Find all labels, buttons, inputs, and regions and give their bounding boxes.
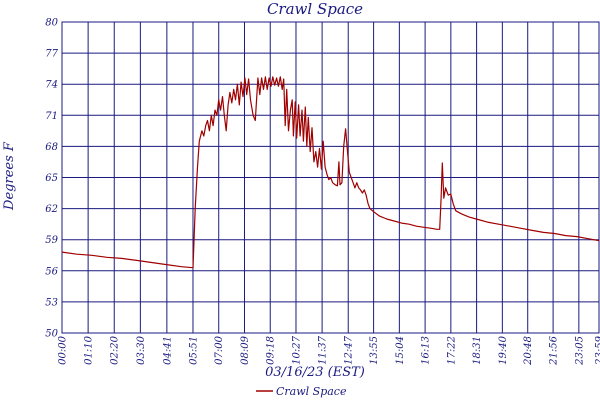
y-axis-label: Degrees F [2,141,17,211]
legend: Crawl Space [256,385,347,398]
x-tick-label: 12:47 [344,335,355,364]
x-tick-label: 03:30 [136,335,147,364]
series-line-1 [61,76,600,269]
y-tick-label: 68 [45,142,58,153]
y-tick-label: 56 [45,266,58,277]
gridlines [61,21,600,334]
x-tick-label: 21:56 [549,335,560,365]
x-tick-label: 18:31 [472,336,483,365]
y-tick-label: 50 [45,329,58,340]
y-axis-ticks: 50 53 56 59 62 65 68 71 74 77 80 [45,18,58,340]
x-axis-ticks: 00:00 01:10 02:20 03:30 04:41 05:51 07:00 08:09… [58,335,600,365]
x-tick-label: 17:22 [446,336,457,365]
x-tick-label: 02:20 [110,335,121,364]
x-tick-label: 11:37 [318,335,329,364]
x-tick-label: 19:40 [498,335,509,364]
y-tick-label: 77 [45,49,58,60]
x-tick-label: 20:48 [523,336,534,366]
x-tick-label: 05:51 [188,336,199,365]
x-tick-label: 04:41 [162,336,173,365]
y-tick-label: 53 [45,297,58,308]
x-tick-label: 09:18 [266,336,277,365]
y-tick-label: 62 [45,204,58,215]
x-tick-label: 13:55 [369,336,380,365]
series-layer [61,76,600,269]
x-tick-label: 16:13 [421,336,432,365]
y-tick-label: 80 [45,18,58,29]
chart-title: Crawl Space [267,0,363,18]
x-tick-label: 01:10 [84,335,95,364]
y-tick-label: 59 [45,235,58,246]
x-tick-label: 07:00 [214,335,225,364]
y-tick-label: 74 [45,80,58,91]
x-tick-label: 23:05 [574,336,585,366]
x-tick-label: 00:00 [58,335,69,364]
x-axis-label: 03/16/23 (EST) [265,365,365,380]
legend-label: Crawl Space [276,385,347,398]
y-tick-label: 71 [45,111,58,122]
y-tick-label: 65 [45,173,58,184]
x-tick-label: 08:09 [240,335,251,364]
x-tick-label: 15:04 [395,336,406,365]
x-tick-label: 10:27 [291,335,302,364]
x-tick-label: 23:59 [595,335,600,365]
